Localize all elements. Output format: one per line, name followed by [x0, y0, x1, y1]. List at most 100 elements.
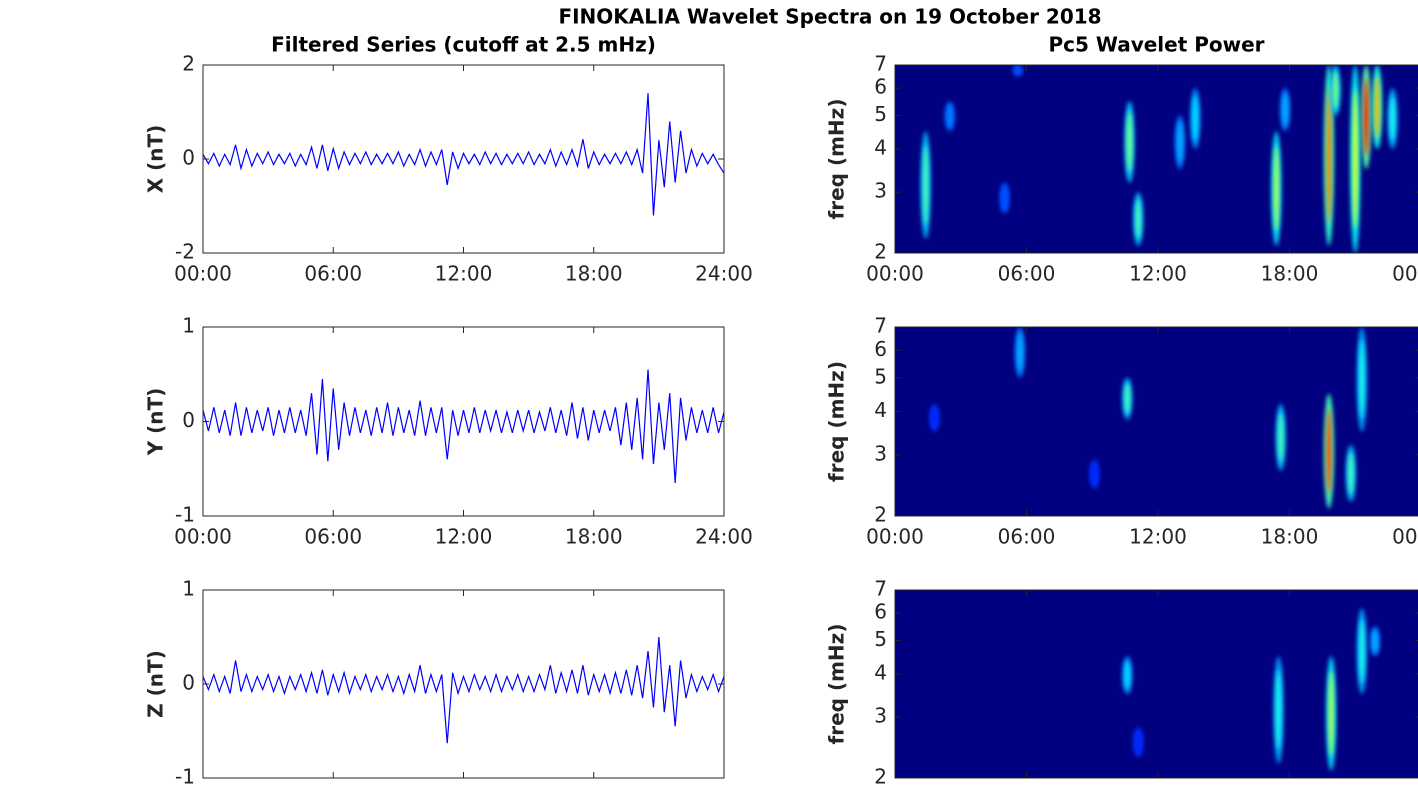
x-tick-label: 24:00: [695, 525, 753, 549]
power-streak-core: [1192, 95, 1198, 142]
power-streak-core: [1276, 669, 1282, 751]
power-streak-core: [1177, 122, 1183, 163]
power-streak-core: [1278, 412, 1284, 463]
x-tick-label: 12:00: [1129, 525, 1187, 549]
y-axis-label: Z (nT): [144, 650, 168, 718]
power-streak-core: [1017, 333, 1023, 372]
plot-background: [203, 590, 724, 778]
y-tick-label: -2: [175, 240, 195, 264]
power-streak-core: [1333, 71, 1339, 110]
y-tick-label: 6: [874, 337, 887, 361]
y-axis-label: Y (nT): [144, 388, 168, 457]
y-tick-label: 7: [874, 52, 887, 76]
x-tick-label: 06:00: [304, 262, 362, 286]
power-streak-core: [1390, 95, 1396, 142]
y-tick-label: 1: [182, 577, 195, 601]
x-tick-label: 12:00: [435, 262, 493, 286]
y-tick-label: 2: [874, 503, 887, 527]
data-line: [203, 636, 724, 744]
power-streak-core: [1127, 111, 1133, 173]
y-tick-label: 3: [874, 179, 887, 203]
x-tick-label: 12:00: [435, 525, 493, 549]
power-streak-core: [1359, 340, 1365, 419]
y-tick-label: 3: [874, 704, 887, 728]
power-streak-core: [1326, 408, 1332, 495]
power-streak-core: [1352, 88, 1358, 230]
x-tick-label: 06:00: [304, 525, 362, 549]
x-tick-label: 06:00: [998, 525, 1056, 549]
y-tick-label: 2: [874, 240, 887, 264]
power-streak-core: [923, 144, 929, 226]
x-tick-label: 18:00: [1261, 262, 1319, 286]
y-tick-label: 6: [874, 75, 887, 99]
y-tick-label: 7: [874, 577, 887, 601]
axes-title: Filtered Series (cutoff at 2.5 mHz): [271, 33, 656, 57]
plot-area: [895, 590, 1418, 778]
x-tick-label: 00:00: [174, 262, 232, 286]
power-streak-core: [1091, 463, 1097, 485]
y-tick-label: 4: [874, 135, 887, 159]
x-tick-label: 24:00: [695, 262, 753, 286]
power-streak-core: [1282, 93, 1288, 126]
power-streak-core: [1326, 87, 1332, 224]
plot-area: [895, 65, 1418, 253]
y-tick-label: 7: [874, 314, 887, 338]
data-line: [203, 93, 724, 216]
power-streak-core: [1124, 382, 1130, 414]
y-tick-label: 5: [874, 627, 887, 651]
x-tick-label: 12:00: [1129, 262, 1187, 286]
data-line: [203, 369, 724, 483]
x-tick-label: 00:00: [866, 525, 924, 549]
power-streak-core: [1374, 75, 1380, 139]
plot-background: [203, 327, 724, 516]
y-tick-label: 0: [182, 408, 195, 432]
power-streak-core: [1372, 629, 1378, 653]
y-axis-label: freq (mHz): [825, 361, 849, 482]
panel: 2 3 4 5 67 freq (mHz): [825, 577, 1418, 788]
panel: -1 0 1 Z (nT): [144, 577, 725, 788]
y-tick-label: 2: [182, 52, 195, 76]
plot-area: [203, 65, 724, 253]
power-streak-core: [1273, 145, 1279, 232]
x-tick-label: 00:00: [1392, 262, 1418, 286]
x-tick-label: 00:00: [866, 262, 924, 286]
plot-area: [203, 327, 724, 516]
power-streak-core: [1135, 731, 1141, 754]
y-tick-label: 4: [874, 398, 887, 422]
axes-title: Pc5 Wavelet Power: [1048, 33, 1264, 57]
y-tick-label: 5: [874, 102, 887, 126]
y-tick-label: 0: [182, 146, 195, 170]
plot-background: [203, 65, 724, 253]
power-streak-core: [1363, 78, 1369, 157]
x-tick-label: 06:00: [998, 262, 1056, 286]
panel: 00:00 06:00 12:00 18:00 24:00 -1 0 1 Y (nT): [144, 314, 753, 549]
power-streak-core: [931, 407, 937, 429]
spectrum-background: [895, 327, 1418, 516]
power-streak-core: [1348, 452, 1354, 495]
power-streak-core: [1328, 670, 1334, 757]
power-streak-core: [1135, 198, 1141, 239]
power-streak-core: [947, 104, 953, 128]
plot-area: [895, 327, 1418, 516]
y-axis-label: X (nT): [144, 125, 168, 194]
y-tick-label: 1: [182, 314, 195, 338]
panel: 00:00 06:00 12:00 18:00 24:00 -2 0 2 Filtered Se…: [144, 33, 753, 286]
power-streak-core: [1124, 661, 1130, 690]
power-streak-core: [1015, 66, 1021, 75]
y-axis-label: freq (mHz): [825, 624, 849, 745]
y-tick-label: 0: [182, 671, 195, 695]
x-tick-label: 18:00: [1261, 525, 1319, 549]
x-tick-label: 00:00: [1392, 525, 1418, 549]
plot-area: [203, 590, 724, 778]
y-axis-label: freq (mHz): [825, 99, 849, 220]
y-tick-label: -1: [175, 503, 195, 527]
y-tick-label: 4: [874, 660, 887, 684]
figure-title: FINOKALIA Wavelet Spectra on 19 October …: [558, 5, 1101, 29]
x-tick-label: 00:00: [174, 525, 232, 549]
y-tick-label: 3: [874, 441, 887, 465]
y-tick-label: 2: [874, 765, 887, 788]
spectrum-background: [895, 590, 1418, 778]
